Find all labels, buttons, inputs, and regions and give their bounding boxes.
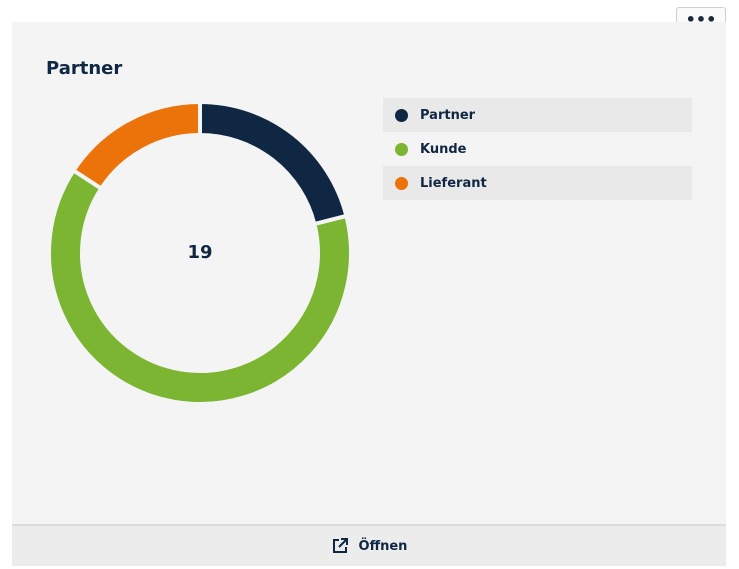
legend: Partner Kunde Lieferant [383,98,692,200]
open-icon [332,538,348,553]
donut-segment[interactable] [47,167,353,406]
chart: 19 [47,99,353,406]
legend-item[interactable]: Kunde [383,132,692,166]
legend-swatch [395,142,408,156]
legend-swatch [395,108,408,122]
donut-segment[interactable] [70,99,202,192]
legend-swatch [395,176,408,190]
legend-item[interactable]: Lieferant [383,166,692,200]
legend-label: Partner [420,107,476,123]
legend-label: Lieferant [420,175,487,191]
donut-segment[interactable] [198,99,349,227]
legend-item[interactable]: Partner [383,98,692,132]
total-label: 19 [187,242,212,263]
card: Partner 19 Partner Kunde Lieferant Öffnen [12,22,726,566]
chart-title: Partner [46,58,123,79]
open-label: Öffnen [358,538,408,554]
open-button[interactable]: Öffnen [12,524,726,566]
legend-label: Kunde [420,141,467,157]
